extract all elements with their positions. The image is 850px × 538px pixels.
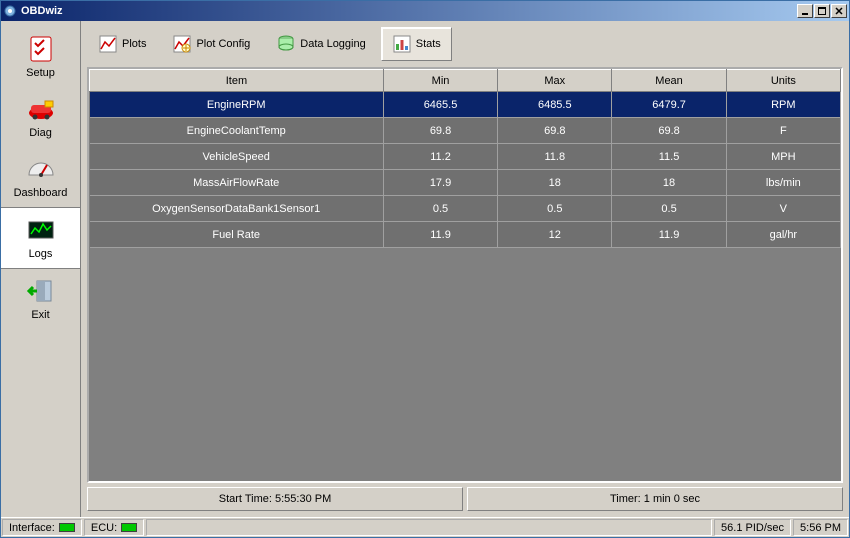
minimize-button[interactable]: [797, 4, 813, 18]
toolbar-button-label: Plots: [122, 38, 146, 50]
cell-mean: 11.5: [612, 144, 726, 170]
toolbar-button-stats[interactable]: Stats: [381, 27, 452, 61]
stats-table: ItemMinMaxMeanUnits EngineRPM6465.56485.…: [89, 69, 841, 248]
cell-mean: 69.8: [612, 118, 726, 144]
column-header-units[interactable]: Units: [726, 70, 840, 92]
logs-icon: [25, 214, 57, 246]
sidebar-item-dashboard[interactable]: Dashboard: [1, 147, 80, 207]
cell-item: MassAirFlowRate: [90, 170, 384, 196]
dashboard-icon: [25, 153, 57, 185]
sidebar: Setup Diag Dashboard Logs Exit: [1, 21, 81, 517]
main-panel: Plots Plot Config Data Logging Stats ItemMi…: [81, 21, 849, 517]
cell-mean: 18: [612, 170, 726, 196]
stats-panel: ItemMinMaxMeanUnits EngineRPM6465.56485.…: [87, 67, 843, 483]
maximize-button[interactable]: [814, 4, 830, 18]
cell-max: 18: [498, 170, 612, 196]
table-row[interactable]: OxygenSensorDataBank1Sensor10.50.50.5V: [90, 196, 841, 222]
cell-min: 6465.5: [383, 92, 497, 118]
plots-icon: [98, 34, 118, 54]
ecu-label: ECU:: [91, 522, 117, 534]
status-interface: Interface:: [2, 519, 82, 536]
table-row[interactable]: MassAirFlowRate17.91818lbs/min: [90, 170, 841, 196]
exit-icon: [25, 275, 57, 307]
cell-max: 6485.5: [498, 92, 612, 118]
interface-label: Interface:: [9, 522, 55, 534]
cell-max: 0.5: [498, 196, 612, 222]
table-row[interactable]: EngineRPM6465.56485.56479.7RPM: [90, 92, 841, 118]
close-button[interactable]: [831, 4, 847, 18]
sidebar-item-logs[interactable]: Logs: [1, 207, 80, 269]
timer-label: Timer: 1 min 0 sec: [467, 487, 843, 511]
toolbar-button-plot-config[interactable]: Plot Config: [161, 27, 261, 61]
cell-min: 69.8: [383, 118, 497, 144]
toolbar-button-data-logging[interactable]: Data Logging: [265, 27, 376, 61]
cell-min: 17.9: [383, 170, 497, 196]
sidebar-item-label: Setup: [26, 67, 55, 79]
cell-units: gal/hr: [726, 222, 840, 248]
sidebar-item-diag[interactable]: Diag: [1, 87, 80, 147]
cell-mean: 0.5: [612, 196, 726, 222]
cell-item: EngineRPM: [90, 92, 384, 118]
window-title: OBDwiz: [21, 5, 797, 17]
toolbar-button-label: Stats: [416, 38, 441, 50]
column-header-min[interactable]: Min: [383, 70, 497, 92]
sidebar-item-exit[interactable]: Exit: [1, 269, 80, 329]
start-time-label: Start Time: 5:55:30 PM: [87, 487, 463, 511]
toolbar-button-label: Plot Config: [196, 38, 250, 50]
toolbar-button-plots[interactable]: Plots: [87, 27, 157, 61]
cell-item: OxygenSensorDataBank1Sensor1: [90, 196, 384, 222]
stats-icon: [392, 34, 412, 54]
table-row[interactable]: Fuel Rate11.91211.9gal/hr: [90, 222, 841, 248]
toolbar-button-label: Data Logging: [300, 38, 365, 50]
cell-units: RPM: [726, 92, 840, 118]
datalogging-icon: [276, 34, 296, 54]
diag-icon: [25, 93, 57, 125]
cell-min: 11.9: [383, 222, 497, 248]
ecu-led-icon: [121, 523, 137, 532]
setup-icon: [25, 33, 57, 65]
plotconfig-icon: [172, 34, 192, 54]
cell-item: Fuel Rate: [90, 222, 384, 248]
table-row[interactable]: EngineCoolantTemp69.869.869.8F: [90, 118, 841, 144]
sidebar-item-label: Diag: [29, 127, 52, 139]
cell-units: lbs/min: [726, 170, 840, 196]
app-icon: [3, 4, 17, 18]
cell-mean: 11.9: [612, 222, 726, 248]
sidebar-item-label: Exit: [31, 309, 49, 321]
cell-max: 69.8: [498, 118, 612, 144]
status-ecu: ECU:: [84, 519, 144, 536]
cell-item: EngineCoolantTemp: [90, 118, 384, 144]
cell-min: 0.5: [383, 196, 497, 222]
sidebar-item-label: Dashboard: [14, 187, 68, 199]
cell-max: 11.8: [498, 144, 612, 170]
titlebar[interactable]: OBDwiz: [1, 1, 849, 21]
cell-item: VehicleSpeed: [90, 144, 384, 170]
table-empty-area: [89, 248, 841, 481]
statusbar: Interface: ECU: 56.1 PID/sec 5:56 PM: [1, 517, 849, 537]
status-pid-rate: 56.1 PID/sec: [714, 519, 791, 536]
cell-min: 11.2: [383, 144, 497, 170]
column-header-max[interactable]: Max: [498, 70, 612, 92]
column-header-item[interactable]: Item: [90, 70, 384, 92]
sidebar-item-label: Logs: [29, 248, 53, 260]
interface-led-icon: [59, 523, 75, 532]
cell-max: 12: [498, 222, 612, 248]
cell-units: V: [726, 196, 840, 222]
status-spacer: [146, 519, 712, 536]
cell-mean: 6479.7: [612, 92, 726, 118]
cell-units: F: [726, 118, 840, 144]
cell-units: MPH: [726, 144, 840, 170]
sidebar-item-setup[interactable]: Setup: [1, 27, 80, 87]
table-row[interactable]: VehicleSpeed11.211.811.5MPH: [90, 144, 841, 170]
column-header-mean[interactable]: Mean: [612, 70, 726, 92]
toolbar: Plots Plot Config Data Logging Stats: [87, 27, 843, 61]
footer-row: Start Time: 5:55:30 PM Timer: 1 min 0 se…: [87, 487, 843, 511]
app-window: OBDwiz SetupDiagDashboardLogsExit PlotsP…: [0, 0, 850, 538]
status-clock: 5:56 PM: [793, 519, 848, 536]
